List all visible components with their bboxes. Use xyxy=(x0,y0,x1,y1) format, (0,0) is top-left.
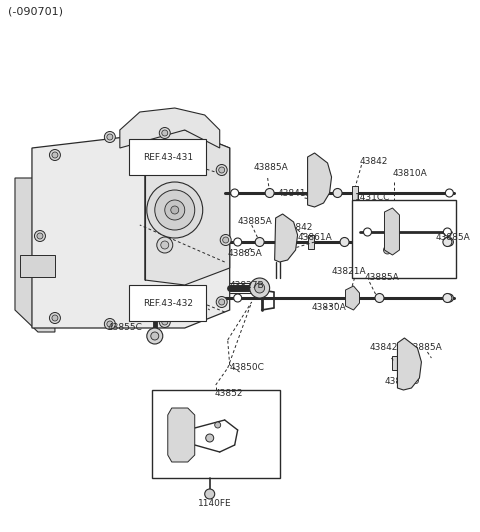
Text: 1140FE: 1140FE xyxy=(198,498,231,508)
Text: 43830A: 43830A xyxy=(312,303,347,312)
Circle shape xyxy=(35,230,46,242)
Circle shape xyxy=(445,294,454,302)
Circle shape xyxy=(104,131,115,143)
Circle shape xyxy=(219,299,225,305)
Circle shape xyxy=(165,200,185,220)
Polygon shape xyxy=(145,130,230,285)
Circle shape xyxy=(215,422,221,428)
Text: 43885A: 43885A xyxy=(253,163,288,172)
Polygon shape xyxy=(346,286,360,310)
Bar xyxy=(384,238,389,245)
Polygon shape xyxy=(397,338,421,390)
Circle shape xyxy=(231,189,239,197)
Text: 43885A: 43885A xyxy=(364,273,399,282)
Circle shape xyxy=(216,296,227,307)
Circle shape xyxy=(104,319,115,329)
Circle shape xyxy=(384,246,392,254)
Polygon shape xyxy=(308,153,332,207)
Circle shape xyxy=(49,312,60,323)
Circle shape xyxy=(234,238,241,246)
Circle shape xyxy=(375,294,384,303)
Circle shape xyxy=(205,489,215,499)
Circle shape xyxy=(52,152,58,158)
Polygon shape xyxy=(120,108,220,148)
Circle shape xyxy=(333,188,342,197)
Text: 43842: 43842 xyxy=(360,157,388,167)
Circle shape xyxy=(443,237,452,246)
Text: 43885A: 43885A xyxy=(408,343,442,352)
Text: (-090701): (-090701) xyxy=(8,7,63,17)
Circle shape xyxy=(155,190,195,230)
Text: 43842: 43842 xyxy=(370,343,398,352)
Bar xyxy=(351,186,358,200)
Text: 43885A: 43885A xyxy=(435,232,470,242)
Circle shape xyxy=(445,189,454,197)
Polygon shape xyxy=(384,208,399,255)
Polygon shape xyxy=(32,130,230,328)
Circle shape xyxy=(107,321,113,327)
Text: 43850C: 43850C xyxy=(230,363,264,372)
Circle shape xyxy=(340,237,349,246)
Circle shape xyxy=(265,188,274,197)
Text: 43852: 43852 xyxy=(215,388,243,397)
Circle shape xyxy=(159,317,170,328)
Circle shape xyxy=(206,434,214,442)
Circle shape xyxy=(220,235,231,245)
Circle shape xyxy=(159,128,170,138)
Text: 43810A: 43810A xyxy=(393,170,427,179)
Circle shape xyxy=(107,134,113,140)
Text: 43827B: 43827B xyxy=(230,280,264,289)
Text: 43821A: 43821A xyxy=(332,268,366,277)
Polygon shape xyxy=(15,178,55,332)
Text: REF.43-432: REF.43-432 xyxy=(143,298,193,307)
Text: REF.43-431: REF.43-431 xyxy=(143,153,193,162)
Circle shape xyxy=(161,241,169,249)
Bar xyxy=(351,200,456,278)
Circle shape xyxy=(171,206,179,214)
Bar xyxy=(308,235,313,249)
Circle shape xyxy=(219,167,225,173)
Circle shape xyxy=(162,130,168,136)
Circle shape xyxy=(162,319,168,325)
Text: 43885A: 43885A xyxy=(238,218,273,227)
Circle shape xyxy=(147,182,203,238)
Circle shape xyxy=(216,164,227,176)
Circle shape xyxy=(250,278,270,298)
Circle shape xyxy=(223,237,228,243)
Bar xyxy=(20,255,55,277)
Polygon shape xyxy=(168,408,195,462)
Circle shape xyxy=(443,294,452,303)
Text: 43862D: 43862D xyxy=(384,378,420,387)
Circle shape xyxy=(151,332,159,340)
Circle shape xyxy=(234,294,241,302)
Text: 1431CC: 1431CC xyxy=(355,193,390,202)
Polygon shape xyxy=(275,214,298,262)
Text: 43855C: 43855C xyxy=(108,323,143,332)
Circle shape xyxy=(37,233,43,239)
Bar xyxy=(152,390,280,478)
Circle shape xyxy=(445,238,454,246)
Bar xyxy=(393,356,398,370)
Circle shape xyxy=(444,228,451,236)
Text: 43885A: 43885A xyxy=(228,248,263,257)
Circle shape xyxy=(363,228,372,236)
Text: 43841A: 43841A xyxy=(277,188,312,197)
Circle shape xyxy=(49,149,60,161)
Circle shape xyxy=(255,237,264,246)
Text: 43842: 43842 xyxy=(285,222,313,231)
Circle shape xyxy=(147,328,163,344)
Text: 43861A: 43861A xyxy=(298,232,332,242)
Circle shape xyxy=(52,315,58,321)
Circle shape xyxy=(255,283,264,293)
Circle shape xyxy=(157,237,173,253)
